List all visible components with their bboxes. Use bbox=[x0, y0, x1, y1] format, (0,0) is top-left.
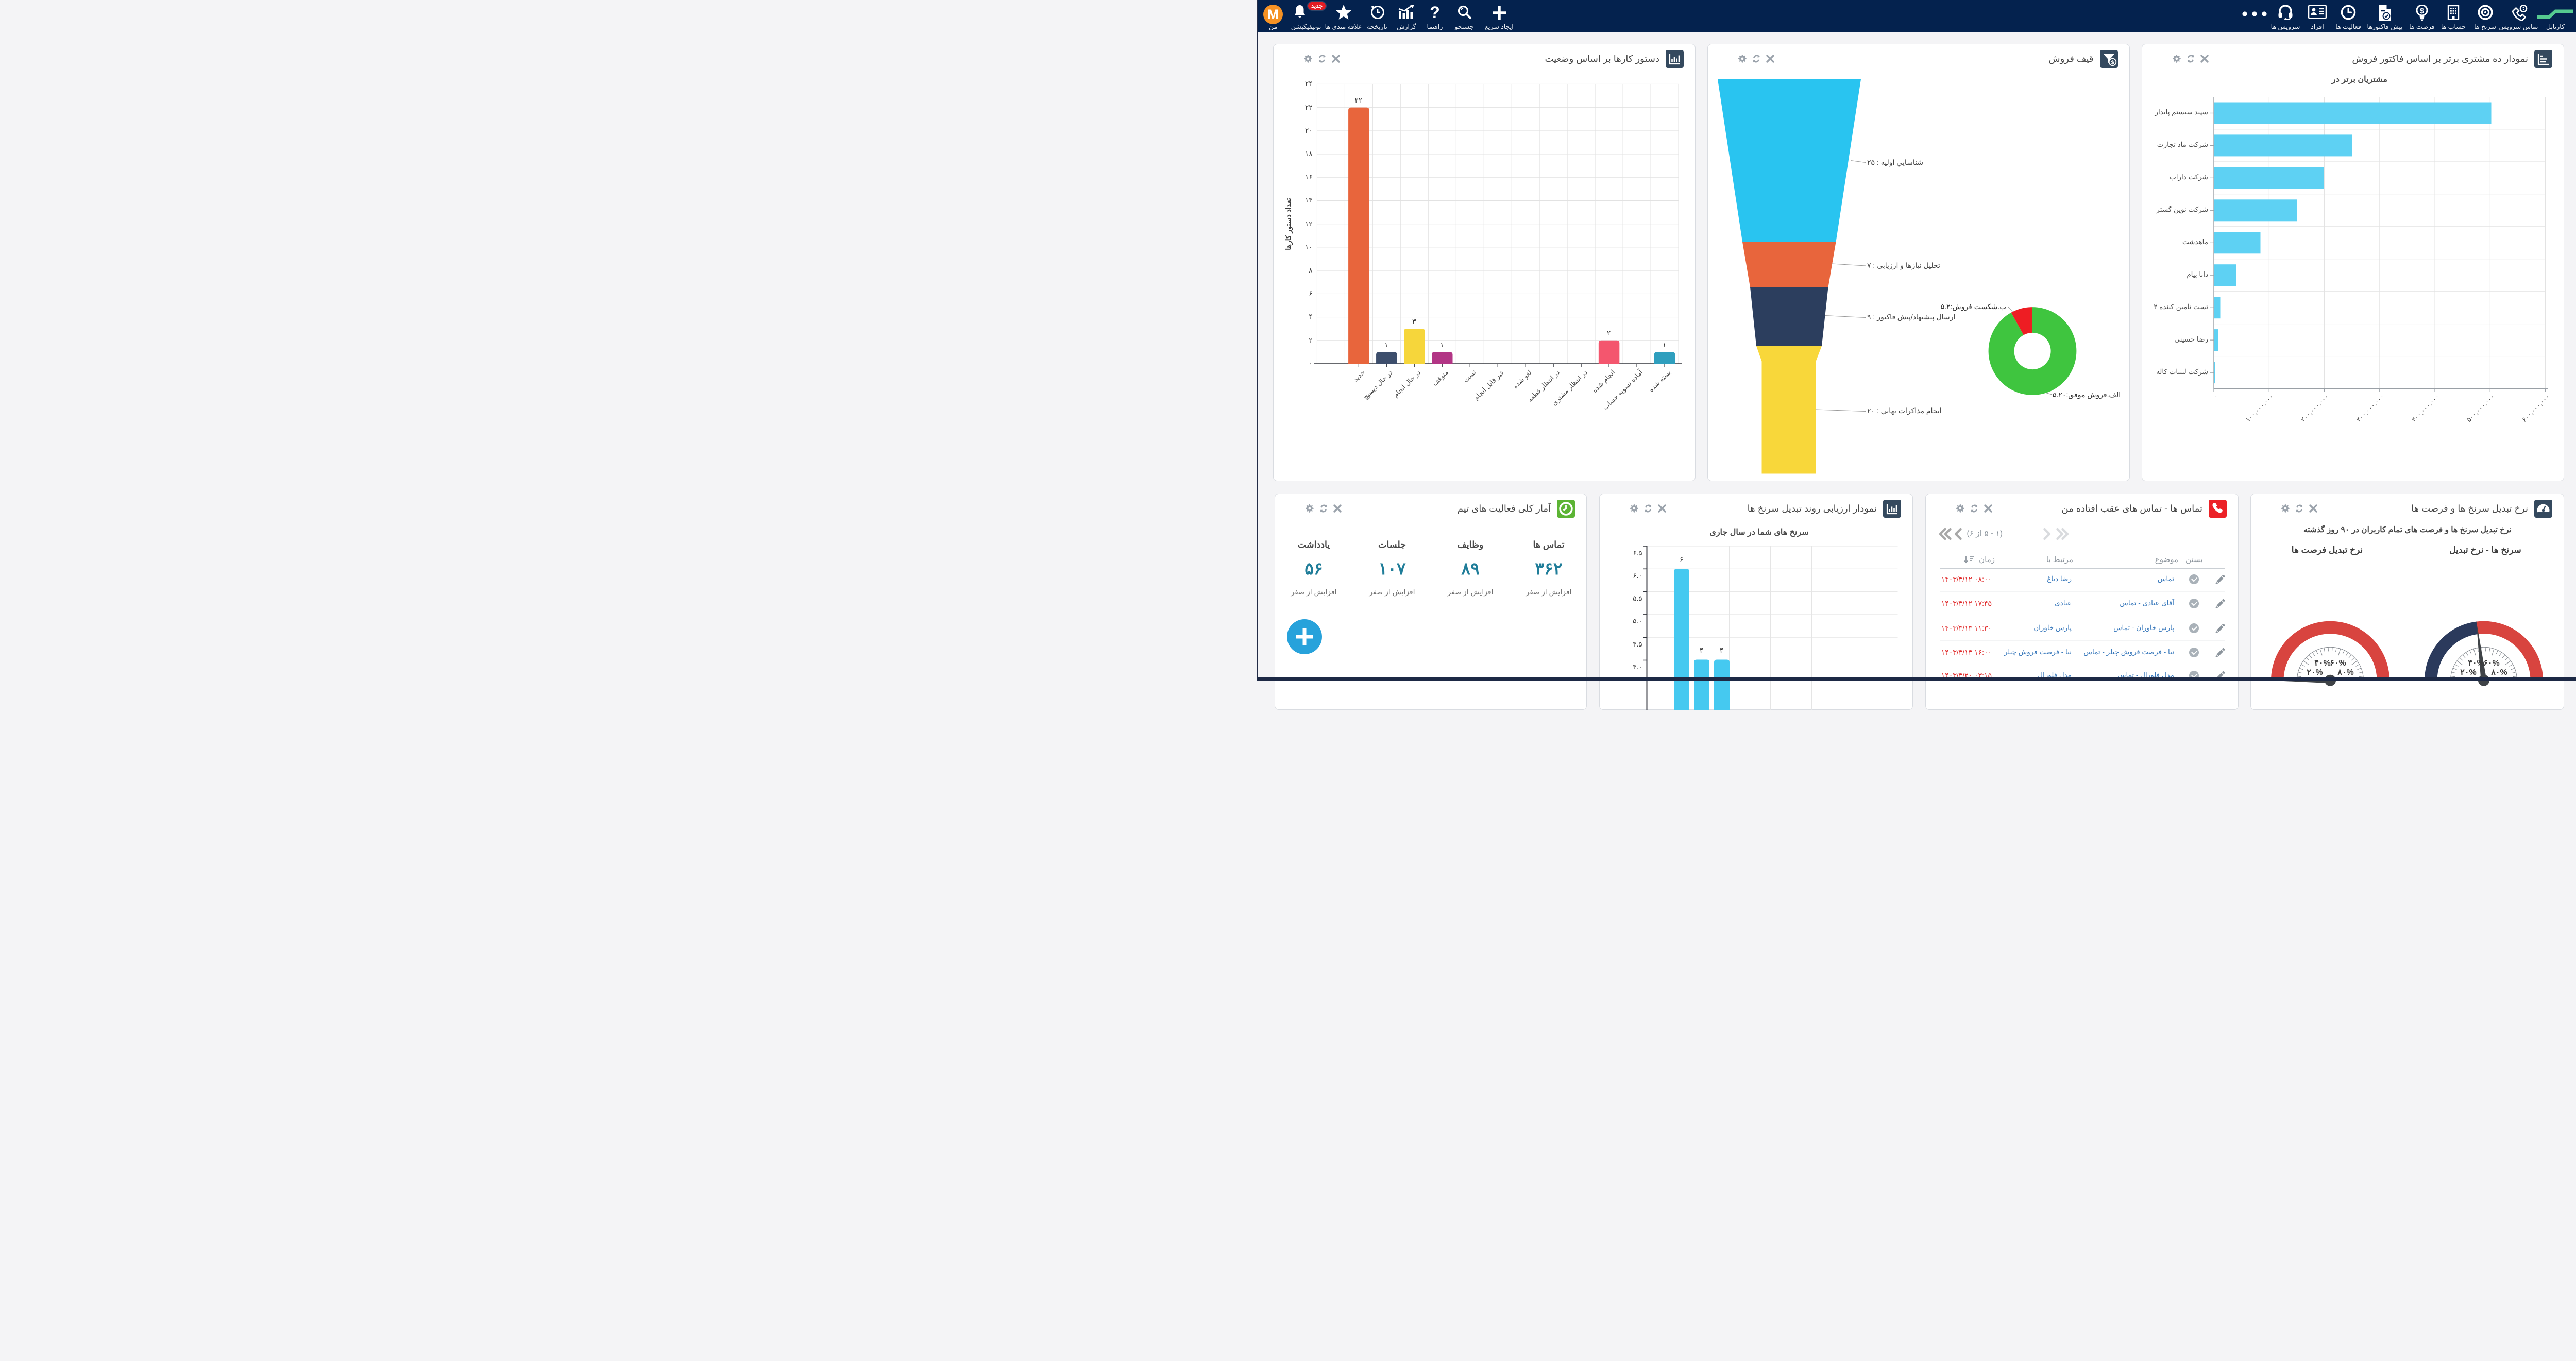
svg-text:M: M bbox=[1267, 7, 1279, 22]
svg-text:?: ? bbox=[1430, 5, 1440, 21]
svg-text:$: $ bbox=[2420, 7, 2425, 15]
svg-text:$: $ bbox=[2111, 59, 2114, 65]
